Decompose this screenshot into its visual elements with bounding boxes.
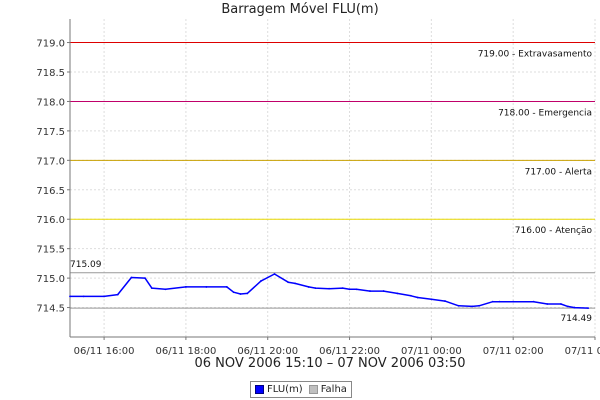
data-point — [491, 300, 494, 303]
data-point — [314, 287, 317, 290]
y-tick-label: 715.5 — [36, 245, 65, 256]
data-point — [164, 288, 167, 291]
reference-line-label: 715.09 — [70, 260, 102, 270]
reference-line-label: 716.00 - Atenção — [515, 226, 593, 236]
data-point — [150, 287, 153, 290]
legend: FLU(m) Falha — [250, 381, 352, 398]
legend-item-flu: FLU(m) — [255, 384, 303, 395]
x-tick-label: 06/11 22:00 — [319, 346, 380, 357]
data-point — [478, 304, 480, 307]
y-tick-label: 718.5 — [36, 68, 65, 79]
data-point — [130, 276, 133, 279]
data-point — [444, 300, 446, 302]
data-point — [273, 273, 276, 275]
y-tick-label: 715.0 — [36, 274, 65, 285]
data-point — [260, 280, 262, 282]
data-point — [185, 286, 187, 288]
reference-line-label: 719.00 - Extravasamento — [478, 50, 593, 60]
data-series — [69, 273, 590, 310]
chart-title: Barragem Móvel FLU(m) — [221, 2, 379, 17]
data-point — [225, 286, 228, 288]
x-tick-label: 07/11 04:00 — [565, 346, 600, 357]
legend-swatch-falha — [308, 385, 318, 394]
x-tick-label: 07/11 00:00 — [401, 346, 462, 357]
y-tick-label: 719.0 — [36, 39, 65, 50]
data-point — [430, 298, 433, 301]
data-point — [382, 290, 385, 292]
y-tick-label: 714.5 — [36, 304, 65, 315]
reference-lines: 719.00 - Extravasamento 718.00 - Emergenc… — [70, 42, 595, 324]
data-point — [587, 307, 590, 310]
data-point — [144, 277, 146, 280]
data-point — [294, 282, 296, 285]
data-point — [116, 293, 119, 296]
legend-label-flu: FLU(m) — [267, 384, 303, 395]
data-point — [232, 291, 235, 294]
x-tick-label: 06/11 16:00 — [74, 346, 135, 357]
y-tick-label: 716.5 — [36, 186, 65, 197]
y-tick-label: 718.0 — [36, 97, 65, 108]
data-point — [239, 293, 242, 295]
data-point — [205, 286, 208, 288]
reference-line-label: 717.00 - Alerta — [525, 167, 592, 177]
data-point — [566, 305, 569, 308]
data-point — [355, 288, 358, 291]
data-point — [287, 281, 290, 284]
data-point — [69, 295, 71, 298]
y-tick-label: 717.0 — [36, 156, 65, 167]
x-tick-label: 07/11 02:00 — [483, 346, 544, 357]
data-point — [457, 304, 460, 307]
data-point — [82, 295, 85, 298]
data-point — [103, 295, 105, 298]
x-tick-label: 06/11 20:00 — [237, 346, 298, 357]
data-point — [246, 292, 249, 295]
legend-item-falha: Falha — [308, 384, 347, 395]
data-point — [512, 300, 515, 303]
reference-line-label: 714.49 — [561, 314, 593, 324]
data-point — [307, 286, 310, 288]
data-point — [532, 300, 535, 303]
data-point — [498, 300, 501, 303]
data-point — [416, 296, 419, 299]
data-point — [560, 303, 562, 305]
x-tick-label: 06/11 18:00 — [155, 346, 216, 357]
data-point — [348, 288, 351, 291]
reference-line-label: 718.00 - Emergencia — [498, 108, 592, 118]
y-tick-label: 717.5 — [36, 127, 65, 138]
data-point — [369, 290, 371, 292]
axes: 719.0 718.5 718.0 717.5 717.0 716.5 716.0 715.5… — [36, 19, 600, 357]
data-point — [546, 303, 549, 305]
data-point — [396, 292, 399, 295]
data-point — [573, 306, 576, 309]
data-point — [471, 305, 474, 308]
legend-label-falha: Falha — [320, 384, 347, 395]
data-point — [410, 294, 412, 297]
data-point — [341, 287, 344, 290]
date-range-label: 06 NOV 2006 15:10 – 07 NOV 2006 03:50 — [194, 356, 466, 371]
legend-swatch-flu — [255, 385, 264, 394]
y-tick-label: 716.0 — [36, 215, 65, 226]
data-point — [328, 287, 330, 290]
